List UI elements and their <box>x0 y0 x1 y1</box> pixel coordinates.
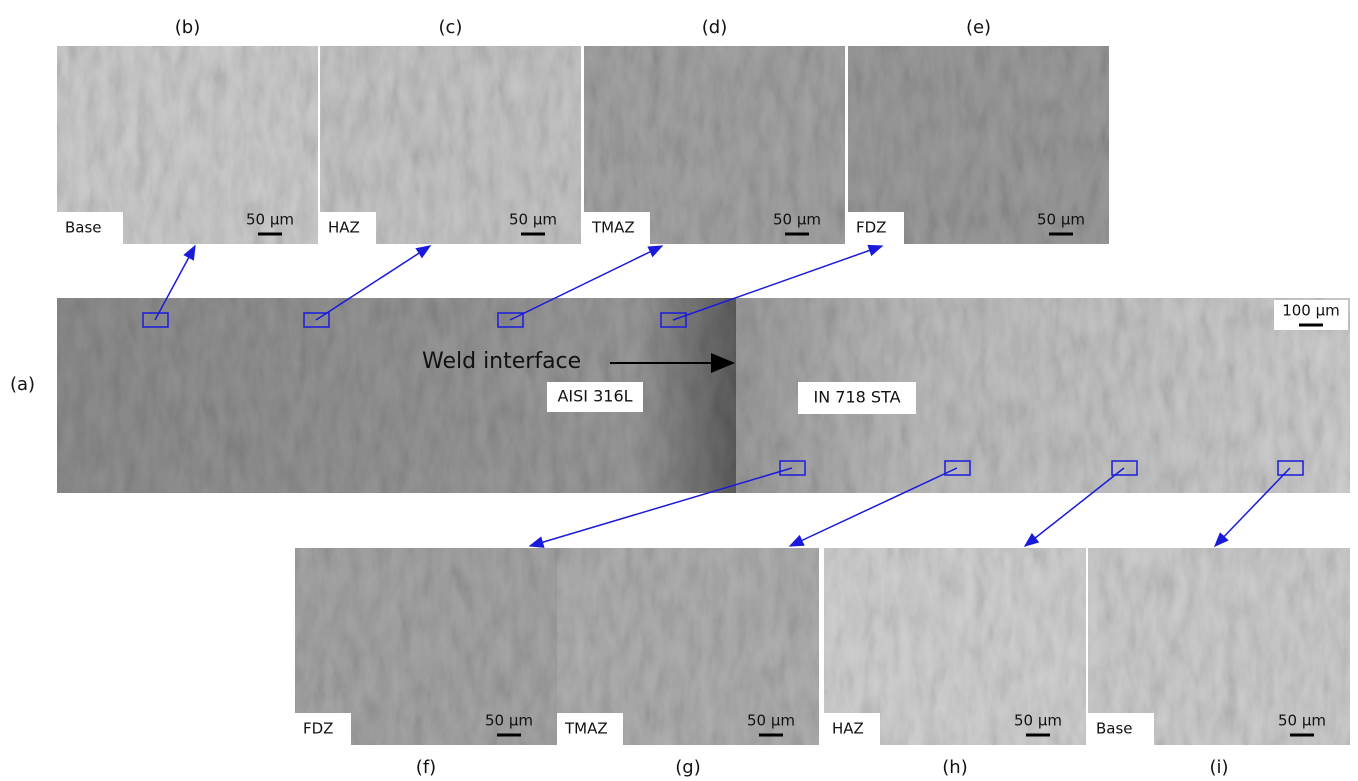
scale-label: 50 µm <box>1278 712 1326 730</box>
material-label: IN 718 STA <box>813 388 900 407</box>
panel-letter: (d) <box>702 17 727 38</box>
scale-label: 50 µm <box>773 211 821 229</box>
zone-label: HAZ <box>832 720 864 738</box>
zone-label: TMAZ <box>564 720 608 738</box>
zone-label: Base <box>65 219 102 237</box>
zone-label: TMAZ <box>591 219 635 237</box>
scale-label: 50 µm <box>509 211 557 229</box>
main-micrograph <box>57 298 1350 493</box>
panel-letter: (f) <box>416 757 436 778</box>
zone-label: FDZ <box>856 219 886 237</box>
scale-label: 50 µm <box>246 211 294 229</box>
scale-label: 100 µm <box>1282 302 1340 320</box>
weld-interface-label: Weld interface <box>422 349 581 374</box>
material-label: AISI 316L <box>557 387 632 406</box>
zone-label: HAZ <box>328 219 360 237</box>
scale-label: 50 µm <box>1037 211 1085 229</box>
scale-label: 50 µm <box>747 712 795 730</box>
scale-label: 50 µm <box>485 712 533 730</box>
figure: (b) Base 50 µm (c) HAZ 50 µm (d) TMAZ 50 µm (e) FD… <box>0 0 1358 781</box>
panel-letter: (a) <box>10 374 35 395</box>
panel-letter: (g) <box>675 757 700 778</box>
panel-letter: (i) <box>1209 757 1228 778</box>
panel-letter: (c) <box>439 17 463 38</box>
panel-letter: (e) <box>966 17 991 38</box>
zone-label: Base <box>1096 720 1133 738</box>
panel-letter: (b) <box>175 17 200 38</box>
panel-letter: (h) <box>942 757 967 778</box>
zone-label: FDZ <box>303 720 333 738</box>
scale-label: 50 µm <box>1014 712 1062 730</box>
